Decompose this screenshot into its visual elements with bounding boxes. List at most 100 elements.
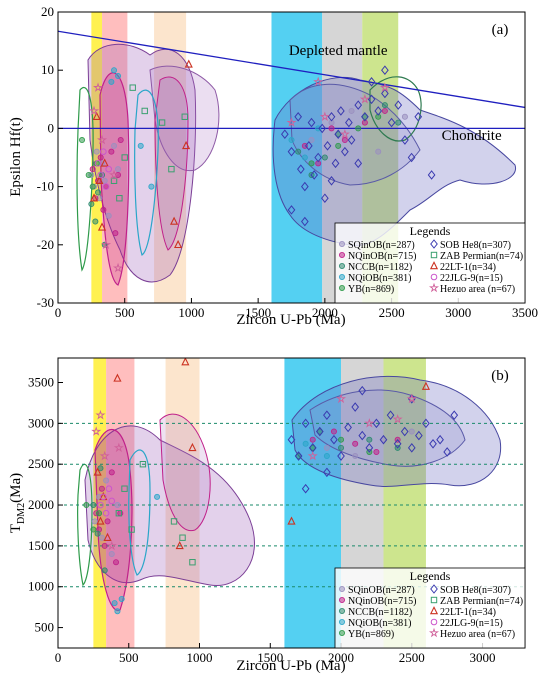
panel-b-y-axis-title-sub: DM2 <box>16 503 27 524</box>
panel-b-legend-marker-8 <box>430 618 438 626</box>
panel-b-points <box>83 358 459 615</box>
envelope-zab <box>369 76 422 142</box>
panel-a-point-s9-0 <box>89 105 100 116</box>
panel-b-point-s1-8 <box>309 436 316 443</box>
panel-a-point-s6-2 <box>121 154 128 161</box>
panel-a-point-s1-9 <box>117 137 124 144</box>
panel-b-legend-entry-5: SOB He8(n=307) <box>440 585 511 596</box>
panel-b-point-s4-4 <box>338 436 345 443</box>
panel-b-point-s7-8 <box>287 516 296 525</box>
panel-b-point-s2-3 <box>101 567 108 574</box>
panel-a-point-s9-10 <box>359 94 370 104</box>
panel-a-point-s3-0 <box>108 78 115 85</box>
panel-a-point-s4-4 <box>308 160 315 167</box>
panel-b-point-s0-3 <box>103 477 110 484</box>
panel-b-point-s3-2 <box>118 595 125 602</box>
panel-b-point-s0-6 <box>323 444 330 451</box>
panel-a-point-s2-10 <box>381 102 388 109</box>
panel-a-point-s5-23 <box>381 88 389 99</box>
panel-a-point-s9-7 <box>313 76 324 87</box>
panel-b-point-s9-1 <box>95 409 106 420</box>
panel-a-point-s5-13 <box>331 158 340 169</box>
panel-a-point-s2-2 <box>95 189 102 196</box>
panel-a-point-s4-2 <box>89 183 96 190</box>
panel-a-point-s3-6 <box>301 154 308 161</box>
panel-b-density-envelopes <box>77 375 502 611</box>
panel-b-legend-entry-3: NQiOB(n=381) <box>348 618 411 629</box>
panel-b-point-s5-2 <box>301 418 310 429</box>
panel-b-y-tick-label: 1000 <box>28 579 54 594</box>
panel-a-x-tick-label: 1500 <box>245 305 271 320</box>
panel-a-point-s9-1 <box>93 82 104 92</box>
panel-a-point-s9-2 <box>97 134 108 145</box>
panel-b-legend-marker-1 <box>338 597 345 604</box>
panel-a-point-s6-1 <box>116 195 123 202</box>
panel-b-point-s9-4 <box>113 442 124 453</box>
panel-b-point-s8-0 <box>97 501 104 509</box>
panel-b-point-s5-22 <box>443 447 452 457</box>
panel-b-y-axis-title: TDM2(Ma) <box>8 473 27 533</box>
panel-a-y-axis-title: Epsilon Hf(t) <box>8 117 24 197</box>
panel-a-point-s7-6 <box>173 239 183 249</box>
panel-a-legend-marker-4 <box>338 284 345 291</box>
panel-a-point-s5-33 <box>367 77 376 87</box>
panel-a-point-s0-9 <box>308 137 315 144</box>
panel-a-legend-entry-7: 22LT-1(n=34) <box>440 262 496 273</box>
panel-b-point-s5-1 <box>294 451 303 461</box>
panel-a-legend-entry-2: NCCB(n=1182) <box>348 262 412 273</box>
panel-a-point-s9-5 <box>113 262 124 273</box>
panel-b-legend-marker-2 <box>338 608 345 615</box>
panel-b-legend-entry-0: SQinOB(n=287) <box>348 585 415 596</box>
panel-a-legend-marker-2 <box>338 262 345 269</box>
panel-b-legend-marker-7 <box>429 606 439 615</box>
panel-b-point-s1-11 <box>373 448 380 455</box>
panel-a-y-tick-label: -20 <box>37 237 54 252</box>
panel-a-point-s5-20 <box>361 111 369 122</box>
panel-b-legend-entry-7: 22LT-1(n=34) <box>440 607 496 618</box>
panel-b-point-s5-13 <box>379 434 388 445</box>
panel-a-reference-lines <box>58 30 525 130</box>
panel-b-legend-marker-5 <box>430 584 438 594</box>
panel-b-point-s6-3 <box>139 460 147 468</box>
panel-b-point-s1-2 <box>98 485 105 492</box>
panel-a-point-s1-4 <box>100 206 107 213</box>
panel-a-point-s5-10 <box>321 193 329 204</box>
panel-b-x-axis-title: Zircon U-Pb (Ma) <box>236 658 345 674</box>
panel-a-y-tick-label: 0 <box>48 120 55 135</box>
panel-b-point-s6-2 <box>128 526 135 533</box>
panel-a-y-tick-label: 20 <box>41 4 54 19</box>
panel-b-legend-marker-3 <box>338 619 345 626</box>
panel-b-legend-box <box>334 567 526 649</box>
chondrite-label: Chondrite <box>442 128 502 144</box>
panel-a-legend-marker-3 <box>338 273 345 280</box>
panel-a-point-s5-31 <box>327 175 336 186</box>
panel-a-point-s5-27 <box>414 111 423 122</box>
panel-b-point-s5-10 <box>358 430 367 441</box>
panel-a-point-s9-4 <box>109 169 120 180</box>
panel-b-legend-entry-9: Hezuo area (n=67) <box>440 629 515 640</box>
panel-b-point-s2-6 <box>338 444 345 451</box>
panel-a-point-s5-16 <box>341 146 349 157</box>
panel-a-point-s1-12 <box>328 125 335 132</box>
panel-a-y-tick-label: 10 <box>41 62 54 77</box>
panel-b-point-s5-6 <box>330 434 338 445</box>
panel-b-point-s5-15 <box>393 438 402 449</box>
panel-a-point-s5-2 <box>294 111 303 122</box>
panel-a-point-s8-1 <box>97 171 104 179</box>
panel-a-point-s3-4 <box>148 183 155 190</box>
panel-a-point-s5-34 <box>381 65 389 76</box>
panel-b-legend-title: Legends <box>410 569 451 583</box>
panel-b-point-s5-16 <box>400 426 409 437</box>
panel-a-point-s6-5 <box>158 119 166 126</box>
panel-a-legend-entry-0: SQinOB(n=287) <box>348 240 415 251</box>
panel-b-point-s7-0 <box>93 467 102 476</box>
panel-a-point-s2-7 <box>321 154 328 161</box>
envelope-yb <box>76 87 94 272</box>
panel-a-point-s5-1 <box>287 146 296 157</box>
panel-b-point-s5-20 <box>429 438 437 449</box>
panel-b-point-s1-7 <box>117 510 124 517</box>
panel-a-legend-box <box>334 222 526 304</box>
panel-b-point-s5-21 <box>436 434 444 445</box>
panel-b-x-tick-label: 1000 <box>187 650 213 665</box>
panel-b-point-s4-0 <box>83 502 90 509</box>
